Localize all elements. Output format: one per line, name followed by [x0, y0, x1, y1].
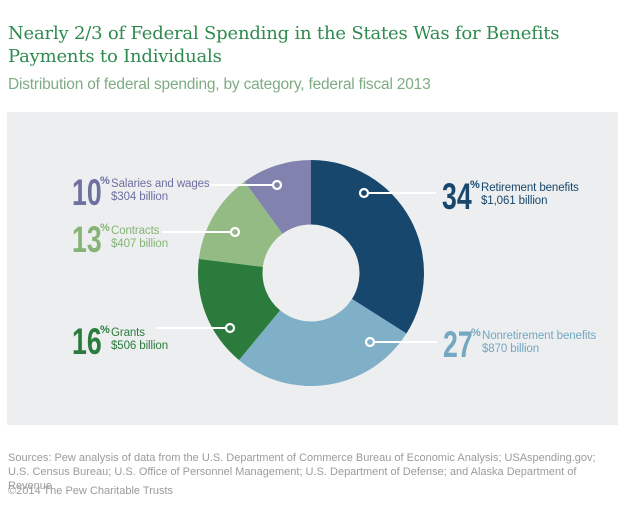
percent-sign: %: [100, 324, 110, 336]
segment-amount: $506 billion: [111, 339, 168, 352]
page-title: Nearly 2/3 of Federal Spending in the St…: [8, 23, 560, 67]
segment-amount: $870 billion: [482, 342, 539, 355]
segment-label: Contracts: [111, 225, 160, 237]
segment-amount: $1,061 billion: [481, 194, 548, 207]
segment-amount: $304 billion: [111, 190, 168, 203]
percent-sign: %: [471, 327, 481, 339]
copyright-note: ©2014 The Pew Charitable Trusts: [8, 485, 174, 497]
sources-note: Sources: Pew analysis of data from the U…: [8, 452, 596, 492]
percent-value: 27: [443, 324, 473, 365]
chart-panel: [7, 112, 618, 425]
segment-label: Salaries and wages: [111, 178, 210, 190]
percent-sign: %: [470, 179, 480, 191]
percent-sign: %: [100, 222, 110, 234]
segment-label: Grants: [111, 327, 145, 339]
page-subtitle: Distribution of federal spending, by cat…: [8, 76, 431, 93]
percent-value: 16: [72, 321, 102, 362]
segment-amount: $407 billion: [111, 237, 168, 250]
percent-value: 13: [72, 219, 102, 260]
percent-value: 10: [72, 172, 102, 213]
segment-label: Nonretirement benefits: [482, 330, 597, 342]
segment-label: Retirement benefits: [481, 182, 579, 194]
percent-value: 34: [442, 176, 472, 217]
percent-sign: %: [100, 175, 110, 187]
